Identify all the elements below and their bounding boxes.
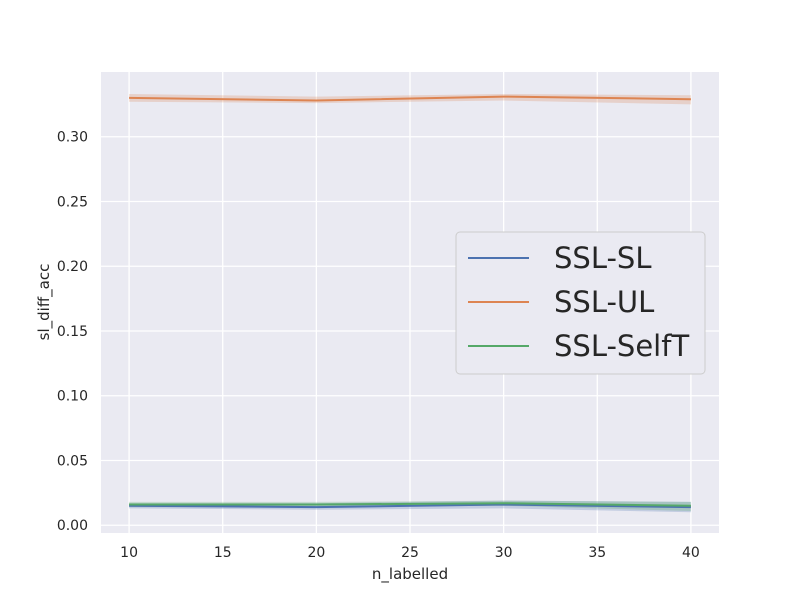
line-ssl-sl: [129, 503, 691, 509]
y-axis-label: sl_diff_acc: [35, 264, 54, 341]
legend-label-ssl-ul: SSL-UL: [554, 285, 654, 319]
y-tick-label: 0.20: [57, 259, 88, 275]
x-tick-label: 25: [401, 545, 419, 561]
x-tick-labels: 10 15 20 25 30 35 40: [120, 545, 700, 561]
legend-label-ssl-sl: SSL-SL: [554, 241, 652, 275]
y-tick-label: 0.25: [57, 194, 88, 210]
x-tick-label: 20: [307, 545, 325, 561]
x-tick-label: 35: [588, 545, 606, 561]
y-tick-label: 0.10: [57, 389, 88, 405]
y-tick-label: 0.15: [57, 324, 88, 340]
y-tick-label: 0.00: [57, 518, 88, 534]
y-tick-label: 0.30: [57, 130, 88, 146]
series-lines: [129, 95, 691, 509]
y-tick-labels: 0.00 0.05 0.10 0.15 0.20 0.25 0.30: [57, 130, 88, 534]
legend-label-ssl-selft: SSL-SelfT: [554, 329, 689, 363]
x-axis-label: n_labelled: [372, 565, 448, 584]
line-ssl-ul: [129, 95, 691, 102]
legend-box: [455, 231, 706, 375]
legend: SSL-SL SSL-UL SSL-SelfT: [455, 231, 706, 375]
x-tick-label: 30: [495, 545, 513, 561]
x-tick-label: 40: [682, 545, 700, 561]
x-tick-label: 15: [214, 545, 232, 561]
y-tick-label: 0.05: [57, 453, 88, 469]
x-tick-label: 10: [120, 545, 138, 561]
line-ssl-selft: [129, 502, 691, 507]
